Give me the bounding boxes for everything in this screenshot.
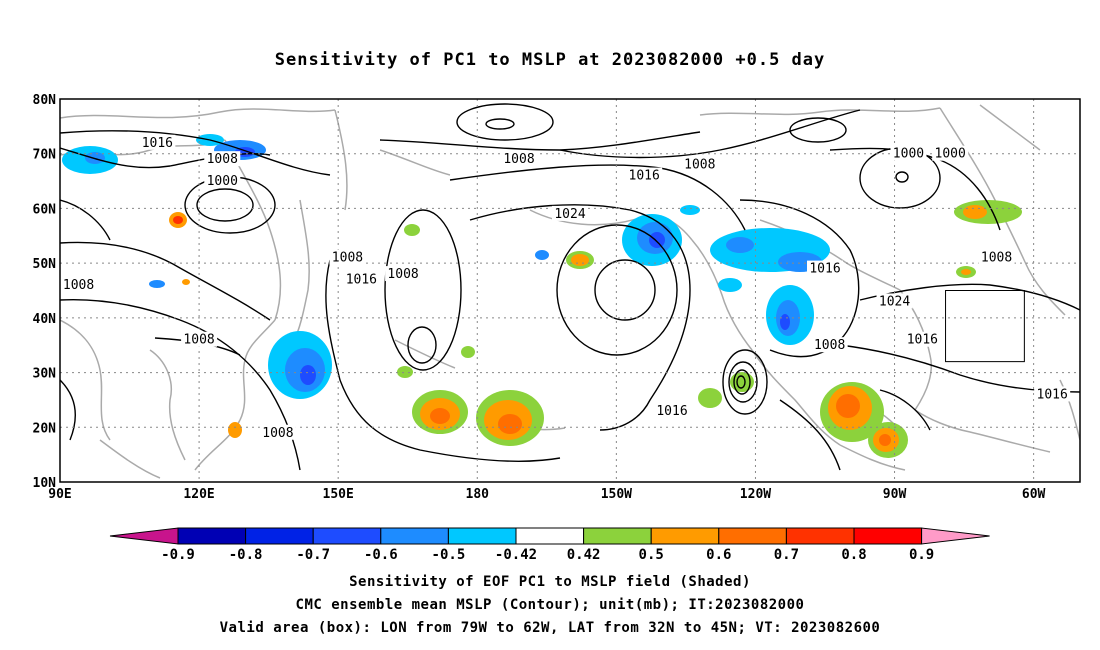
contour-label: 1008 [262,426,293,441]
map-title: Sensitivity of PC1 to MSLP at 2023082000… [274,50,826,70]
lon-tick-label: 180 [466,487,490,502]
contour-label: 1000 [207,174,238,189]
colorbar-swatch [583,527,652,545]
contour-label-bg [329,249,366,265]
contour-label: 1008 [63,278,94,293]
colorbar-swatch [245,527,314,545]
colorbar-label: -0.5 [432,547,466,563]
coastlines [60,104,1080,479]
colorbar-swatch [718,527,787,545]
colorbar-swatch [380,527,449,545]
colorbar-swatch [515,527,585,545]
colorbar-label: 0.42 [567,547,601,563]
caption-contour: CMC ensemble mean MSLP (Contour); unit(m… [295,597,805,613]
colorbar-swatch [650,527,720,545]
colorbar-min-triangle [109,527,179,545]
contour-label-bg [904,331,941,347]
contour-label-bg [890,145,927,161]
colorbar-swatch [853,527,923,545]
contour-label: 1000 [893,147,924,162]
contour-label-bg [385,266,422,282]
lat-tick-label: 30N [33,367,57,382]
contour-label-bg [259,424,296,440]
lat-tick-label: 40N [33,312,57,327]
contour-label: 1024 [554,207,585,222]
colorbar-label: 0.7 [774,547,799,563]
contour-label: 1016 [809,262,840,277]
colorbar-swatch [447,527,517,545]
lon-tick-label: 90W [883,487,907,502]
contour-label-bg [343,271,380,287]
caption-shading: Sensitivity of EOF PC1 to MSLP field (Sh… [349,574,751,590]
contour-label: 1016 [907,333,938,348]
contour-label: 1016 [346,273,377,288]
contour-label: 1024 [879,294,910,309]
contour-label: 1008 [684,158,715,173]
contour-labels: 1016 1008 1000 1008 1008 1016 1008 1008 1008 1008… [60,134,1071,441]
contour-label-bg [501,151,537,167]
lon-tick-label: 60W [1022,487,1046,502]
lon-tick-label: 150E [323,487,354,502]
colorbar-label: 0.8 [841,547,866,563]
lat-axis-labels: 80N 70N 60N 50N 40N 30N 20N 10N [33,93,57,491]
contour-label-bg [60,277,97,293]
contour-label-bg [876,293,913,309]
colorbar-swatch [312,527,382,545]
lon-tick-label: 120E [183,487,214,502]
colorbar-max-triangle [921,527,990,545]
lon-tick-label: 150W [601,487,632,502]
lat-tick-label: 10N [33,476,57,491]
contour-label: 1016 [142,136,173,151]
contour-label-bg [204,173,241,189]
colorbar: -0.9 -0.8 -0.7 -0.6 -0.5 -0.42 0.42 0.5 0.6 0.7 0.… [109,527,990,563]
contour-label-bg [626,167,663,183]
caption-valid-area: Valid area (box): LON from 79W to 62W, L… [219,620,881,636]
contour-label-bg [654,402,690,418]
colorbar-label: -0.8 [229,547,263,563]
colorbar-swatch [177,527,247,545]
contour-label-bg [204,151,241,167]
contour-label: 1008 [981,251,1012,266]
contour-label: 1008 [332,251,363,266]
lat-tick-label: 20N [33,421,57,436]
contour-label: 1008 [387,267,418,282]
contour-label: 1008 [503,152,534,167]
contour-label-bg [811,337,848,353]
contour-label-bg [139,134,176,150]
colorbar-labels: -0.9 -0.8 -0.7 -0.6 -0.5 -0.42 0.42 0.5 0.6 0.7 0.… [161,547,934,563]
colorbar-swatch [785,527,855,545]
contour-label: 1008 [207,152,238,167]
colorbar-label: 0.6 [706,547,731,563]
colorbar-label: 0.9 [909,547,934,563]
contour-label-bg [681,156,718,172]
contour-label-bg [1034,386,1071,402]
lat-tick-label: 60N [33,202,57,217]
lon-axis-labels: 90E 120E 150E 180 150W 120W 90W 60W [48,487,1045,502]
colorbar-label: -0.9 [161,547,195,563]
valid-area-box [945,290,1025,363]
contour-label: 1008 [814,338,845,353]
contour-label-bg [807,260,843,276]
lon-tick-label: 90E [48,487,71,502]
contour-label: 1016 [629,169,660,184]
lon-tick-label: 120W [740,487,771,502]
contour-label: 1000 [935,147,966,162]
contour-label-bg [978,249,1015,265]
lat-tick-label: 70N [33,148,57,163]
contour-label: 1016 [1037,387,1068,402]
colorbar-label: 0.5 [639,547,664,563]
colorbar-label: -0.7 [296,547,330,563]
lat-tick-label: 50N [33,257,57,272]
lat-tick-label: 80N [33,93,57,108]
colorbar-swatches [109,527,990,545]
contour-label-bg [552,205,588,221]
colorbar-label: -0.42 [495,547,537,563]
mslp-contours [60,103,1080,471]
colorbar-label: -0.6 [364,547,398,563]
contour-label-bg [932,145,969,161]
contour-label: 1016 [656,404,687,419]
contour-label-bg [181,331,218,347]
contour-label: 1008 [183,333,214,348]
